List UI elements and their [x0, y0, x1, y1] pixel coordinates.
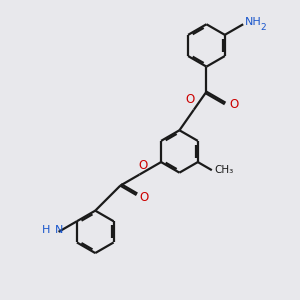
Text: O: O [186, 93, 195, 106]
Text: O: O [138, 159, 148, 172]
Text: H: H [42, 225, 51, 236]
Text: NH: NH [245, 17, 262, 27]
Text: O: O [140, 191, 149, 204]
Text: N: N [55, 225, 63, 236]
Text: 2: 2 [261, 23, 266, 32]
Text: CH₃: CH₃ [214, 165, 233, 175]
Text: O: O [229, 98, 239, 111]
